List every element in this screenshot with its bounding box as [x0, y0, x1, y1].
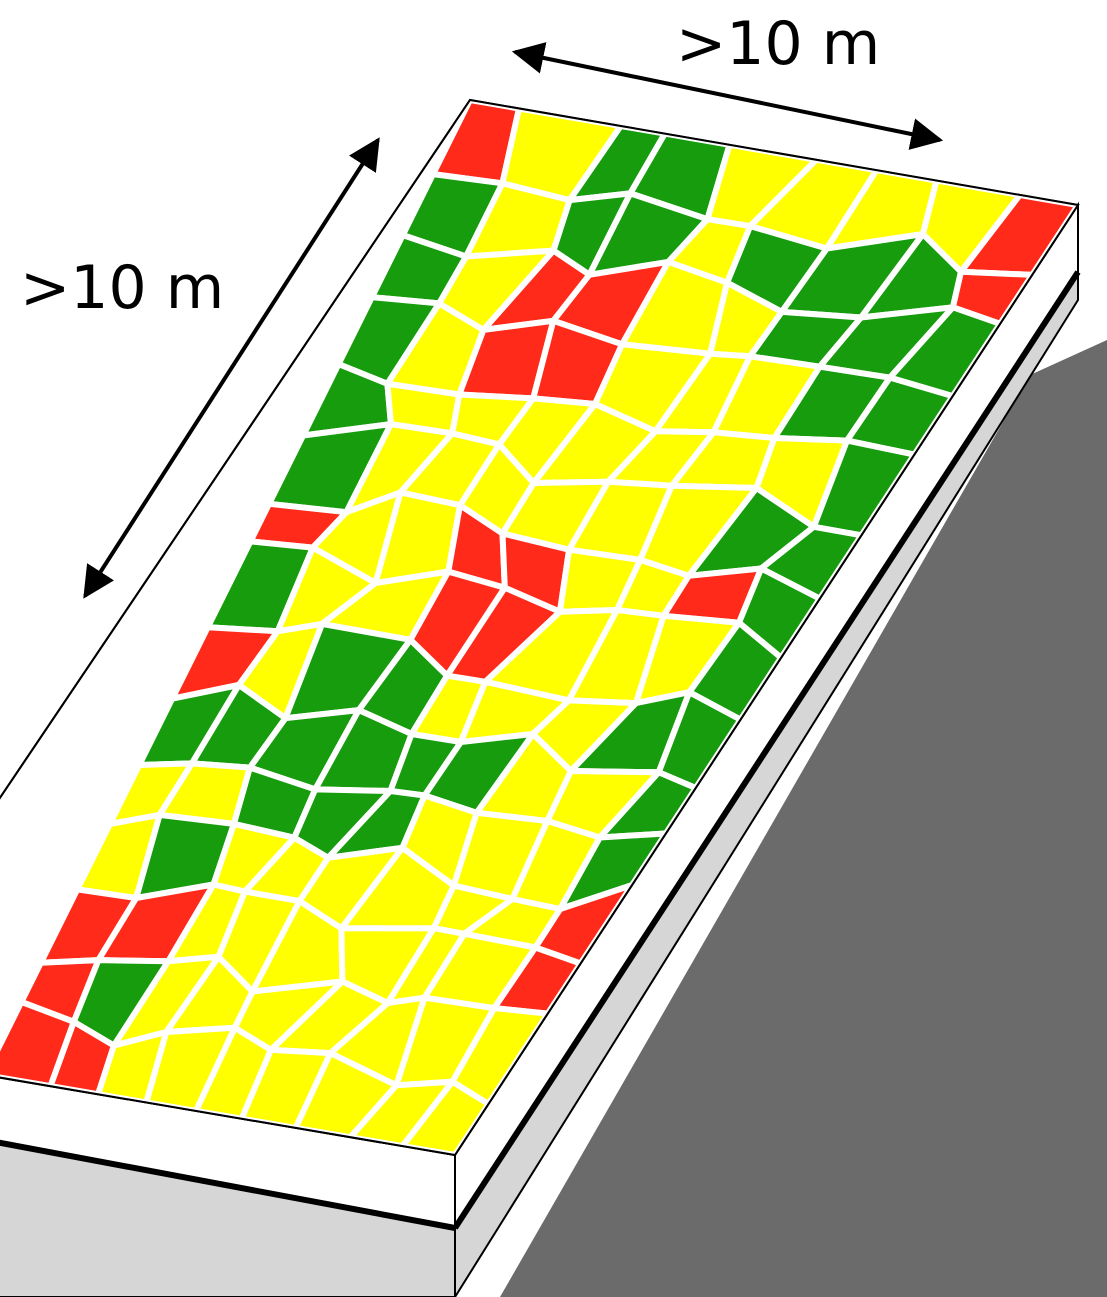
- slab-right-layer-line: [452, 270, 1081, 1230]
- width-dimension-arrow: [511, 42, 944, 150]
- length-dimension-label: >10 m: [20, 253, 225, 323]
- slab-front-layer-line: [0, 1139, 456, 1231]
- width-dimension-label: >10 m: [676, 9, 881, 79]
- slope-shadow-face: [500, 340, 1107, 1297]
- slab-top-outline: [0, 98, 1080, 1157]
- length-dimension-arrow: [83, 137, 380, 599]
